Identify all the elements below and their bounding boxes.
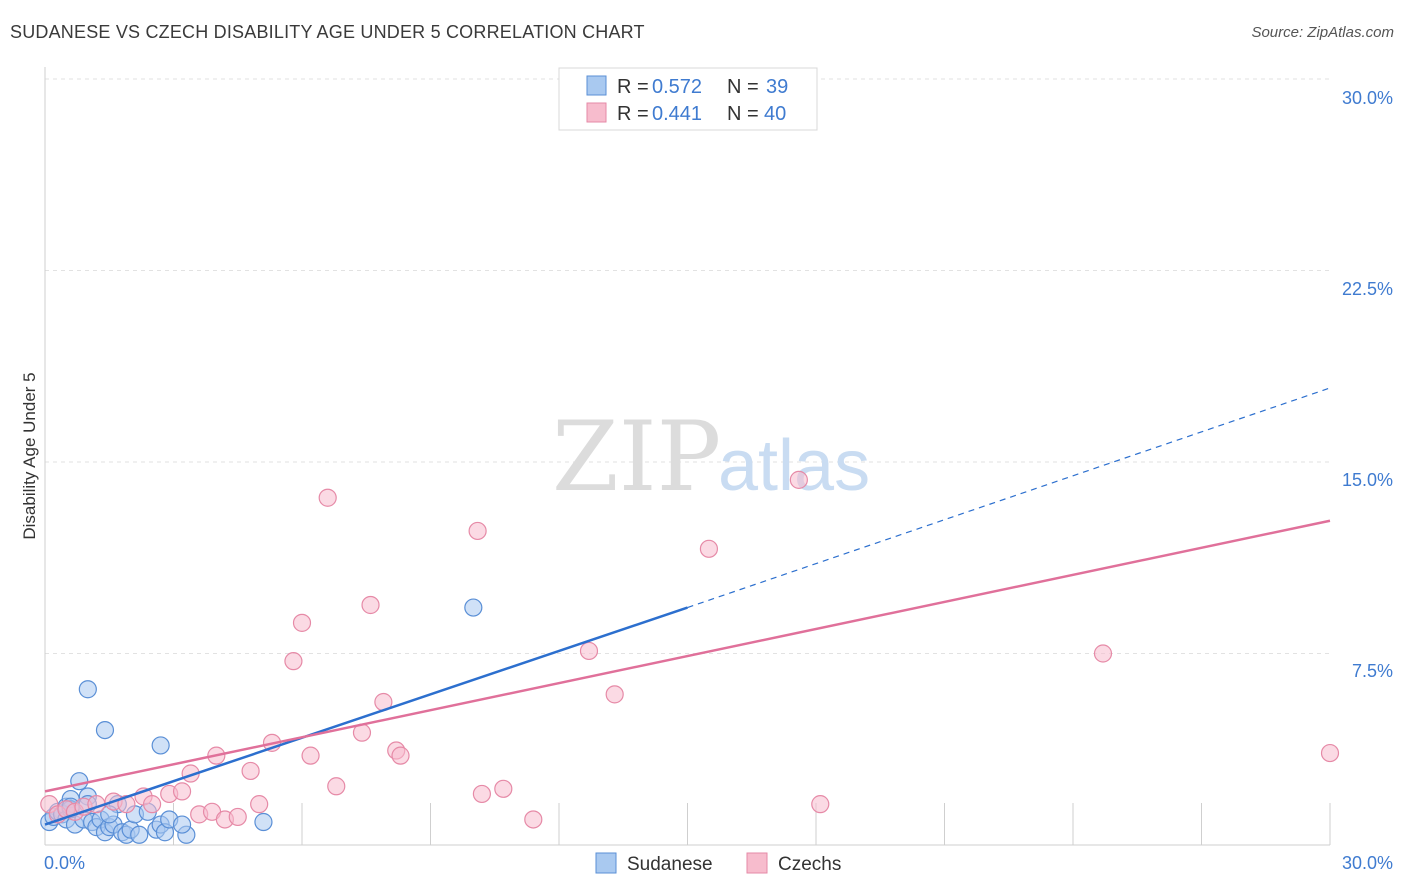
- point-czechs-23: [301, 746, 320, 765]
- trend-lines: [44, 387, 1331, 826]
- legend-r-value-czechs: 0.441: [652, 103, 702, 125]
- point-czechs-31: [468, 521, 487, 541]
- trend-line-sudanese: [44, 606, 688, 826]
- legend-r-label-czechs: R =: [617, 103, 649, 125]
- chart-title: SUDANESE VS CZECH DISABILITY AGE UNDER 5…: [10, 22, 645, 42]
- point-sudanese-32: [78, 680, 97, 699]
- point-czechs-39: [811, 795, 830, 814]
- point-czechs-9: [142, 795, 162, 814]
- point-sudanese-35: [172, 815, 192, 834]
- point-czechs-21: [284, 652, 303, 671]
- legend-swatch-sudanese: [586, 75, 607, 96]
- point-czechs-18: [241, 761, 260, 781]
- y-axis-title: Disability Age Under 5: [20, 372, 39, 539]
- point-czechs-24: [318, 488, 337, 507]
- legend-n-value-czechs: 40: [764, 103, 786, 125]
- point-czechs-35: [579, 641, 599, 661]
- legend-n-label-czechs: N =: [727, 103, 759, 125]
- point-czechs-22: [292, 613, 312, 632]
- data-points: [40, 470, 1340, 844]
- bottom-legend-swatch-czechs: [746, 852, 768, 874]
- bottom-legend-swatch-sudanese: [595, 852, 617, 874]
- axes: [44, 67, 1331, 846]
- point-sudanese-37: [464, 598, 483, 617]
- legend-r-label-sudanese: R =: [617, 76, 649, 98]
- point-czechs-38: [789, 470, 808, 489]
- watermark: ZIP atlas: [552, 401, 870, 513]
- y-tick-label-7-5: 7.5%: [1352, 661, 1393, 681]
- x-tick-label-max: 30.0%: [1342, 853, 1393, 873]
- trend-line-extension-sudanese: [687, 387, 1331, 609]
- legend-n-value-sudanese: 39: [766, 76, 788, 98]
- point-czechs-30: [391, 746, 410, 765]
- y-tick-label-22-5: 22.5%: [1342, 279, 1393, 299]
- point-czechs-32: [472, 784, 491, 804]
- point-sudanese-36: [254, 812, 273, 832]
- point-czechs-19: [250, 795, 269, 814]
- point-sudanese-34: [151, 736, 170, 755]
- y-tick-label-15: 15.0%: [1342, 470, 1393, 490]
- point-sudanese-8: [70, 772, 89, 791]
- y-tick-label-30: 30.0%: [1342, 88, 1393, 108]
- point-sudanese-23: [130, 825, 149, 844]
- point-czechs-37: [699, 539, 719, 558]
- grid-lines: [45, 78, 1330, 654]
- series-legend: Sudanese Czechs: [595, 852, 841, 875]
- point-czechs-11: [172, 782, 192, 801]
- point-czechs-34: [524, 810, 543, 829]
- point-czechs-17: [228, 807, 247, 827]
- bottom-legend-label-czechs: Czechs: [778, 854, 841, 875]
- point-czechs-27: [361, 595, 380, 615]
- point-sudanese-33: [95, 720, 115, 740]
- watermark-atlas: atlas: [718, 426, 870, 506]
- watermark-zip: ZIP: [552, 401, 721, 513]
- chart-source: Source: ZipAtlas.com: [1251, 24, 1394, 41]
- legend-r-value-sudanese: 0.572: [652, 76, 702, 98]
- point-czechs-36: [605, 685, 624, 704]
- point-czechs-40: [1093, 644, 1113, 663]
- bottom-legend-label-sudanese: Sudanese: [627, 854, 713, 875]
- legend-swatch-czechs: [586, 102, 607, 123]
- stats-legend: R = 0.572 N = 39 R = 0.441 N = 40: [558, 67, 818, 131]
- trend-line-czechs: [44, 519, 1331, 793]
- point-czechs-25: [327, 777, 346, 796]
- point-czechs-41: [1320, 743, 1340, 763]
- point-czechs-33: [494, 779, 513, 798]
- point-czechs-7: [117, 795, 136, 814]
- x-tick-label-min: 0.0%: [44, 853, 85, 873]
- legend-n-label-sudanese: N =: [727, 76, 759, 98]
